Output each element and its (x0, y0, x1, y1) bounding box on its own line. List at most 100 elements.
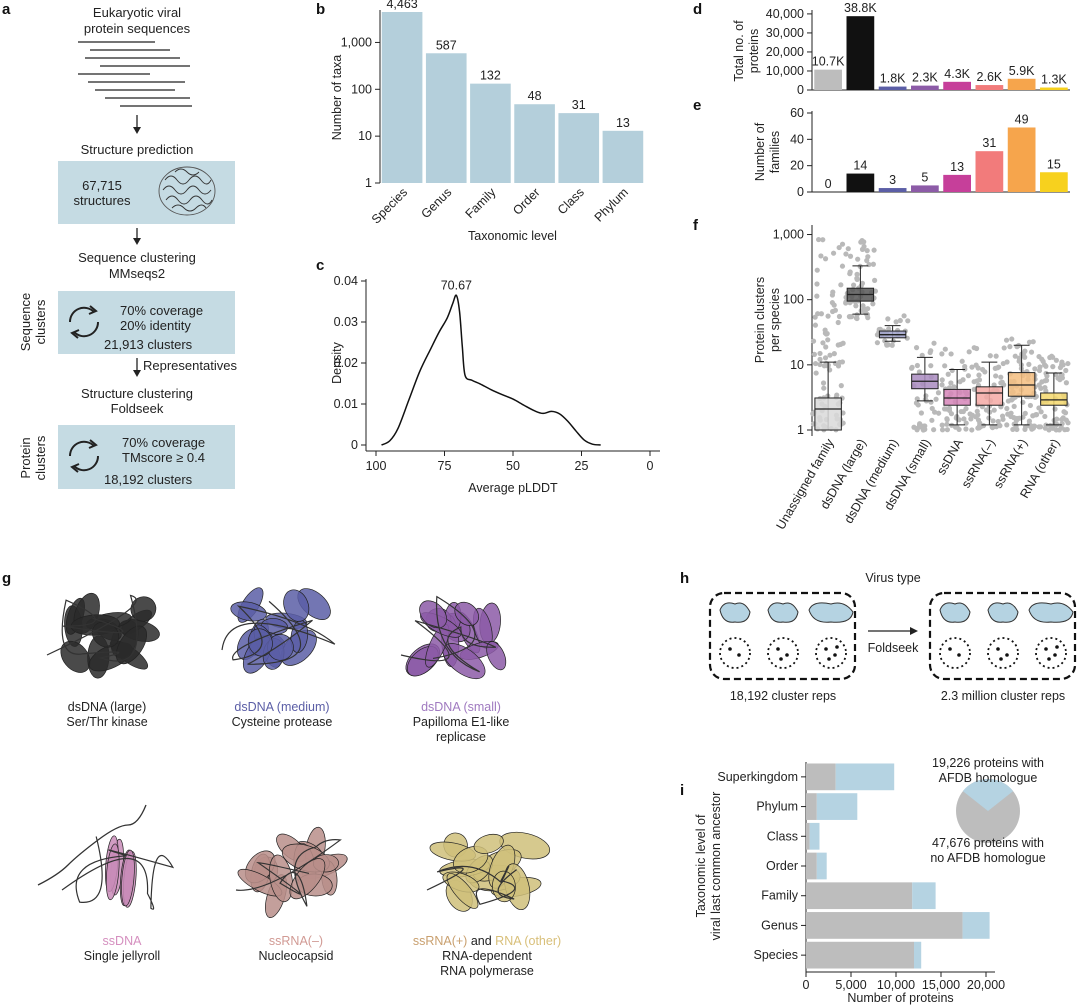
f-point (845, 246, 851, 252)
e-bar-label: 13 (950, 160, 964, 174)
f-point (944, 427, 951, 433)
panel-label-f: f (693, 217, 699, 234)
cluster-dot-icon (833, 653, 837, 657)
f-point (829, 292, 836, 298)
i-pie-label-top-2: AFDB homologue (939, 771, 1038, 785)
e-bar-label: 15 (1047, 157, 1061, 171)
i-bar-no-homologue (806, 822, 810, 850)
h-cluster-icons (719, 602, 1074, 669)
f-point (820, 380, 827, 386)
f-point (840, 340, 846, 346)
f-point (861, 239, 867, 245)
e-bar (943, 174, 971, 192)
e-bar (846, 173, 875, 192)
f-point (1056, 375, 1062, 381)
g-caption-1-type: dsDNA (large) (68, 700, 147, 714)
panel-b-taxa-chart: 1 10 100 1,000 Number of taxa 4,463 Species 587… (330, 0, 644, 243)
cluster-dot-icon (728, 647, 732, 651)
f-point (982, 369, 988, 375)
protein-structure-icon (61, 835, 175, 910)
f-point (836, 244, 842, 251)
f-point (851, 282, 857, 288)
f-point (939, 377, 945, 383)
h-right-caption: 2.3 million cluster reps (941, 689, 1065, 703)
i-y-tick-label: Phylum (756, 800, 798, 814)
f-point (913, 345, 920, 351)
b-bar (381, 12, 423, 183)
cycle-arrows-icon (68, 305, 100, 339)
c-y-tick-label: 0 (351, 438, 358, 452)
i-bar-homologue (835, 763, 895, 791)
d-bar (814, 69, 842, 90)
f-point (959, 358, 965, 364)
a-box3-tmscore: TMscore ≥ 0.4 (122, 450, 205, 465)
cluster-circle-icon (815, 637, 847, 669)
f-point (992, 365, 998, 372)
f-point (865, 254, 871, 260)
b-x-tick-label: Order (510, 185, 542, 217)
g-caption-2-type: dsDNA (medium) (234, 700, 329, 714)
g-caption-2-protein: Cysteine protease (232, 715, 333, 729)
c-x-tick-label: 25 (575, 459, 589, 473)
c-x-axis-label: Average pLDDT (468, 481, 558, 495)
a-step2-line1: Sequence clustering (78, 250, 196, 265)
b-x-tick-label: Genus (418, 185, 454, 221)
f-y-tick-label: 1,000 (773, 228, 804, 242)
i-y-tick-label: Genus (761, 918, 798, 932)
e-bar-label: 49 (1015, 112, 1029, 126)
f-point (918, 410, 924, 416)
f-point (830, 250, 837, 256)
f-point (987, 353, 993, 359)
f-point (939, 382, 945, 388)
f-point (889, 342, 895, 348)
f-y-tick-label: 10 (790, 358, 804, 372)
f-point (1016, 415, 1022, 421)
f-point (1011, 421, 1017, 427)
f-point (928, 399, 934, 405)
f-point (817, 361, 823, 368)
cluster-dot-icon (957, 653, 961, 657)
f-point (1022, 426, 1028, 432)
h-left-group (708, 591, 857, 681)
f-point (831, 351, 837, 357)
f-point (821, 363, 827, 369)
f-point (824, 331, 830, 337)
f-point (810, 338, 817, 344)
a-title-line1: Eukaryotic viral (93, 5, 181, 20)
f-point (1059, 375, 1065, 381)
f-box (975, 386, 1004, 406)
a-side-label-protein: Protein (18, 437, 33, 478)
a-side-label-sequence: Sequence (18, 293, 33, 352)
e-bar (911, 185, 939, 192)
f-box (814, 397, 842, 431)
f-point (1042, 413, 1048, 420)
e-bar-label: 14 (853, 159, 867, 173)
f-point (942, 363, 948, 369)
c-peak-label: 70.67 (441, 278, 472, 292)
c-y-tick-label: 0.03 (334, 315, 358, 329)
d-y-tick-label: 0 (797, 83, 804, 97)
g-caption-3-protein: Papilloma E1-like (413, 715, 510, 729)
a-title-line2: protein sequences (84, 21, 191, 36)
f-point (839, 241, 846, 247)
f-point (1057, 364, 1064, 371)
f-point (839, 359, 846, 365)
sequence-lines-icon (78, 41, 192, 107)
i-pie-label-top-1: 19,226 proteins with (932, 756, 1044, 770)
f-point (1063, 367, 1069, 374)
f-point (817, 356, 823, 362)
b-bar-label: 587 (436, 38, 457, 52)
b-bar (558, 113, 600, 183)
f-point (951, 384, 957, 390)
d-y-tick-label: 10,000 (766, 64, 804, 78)
b-y-axis-label: Number of taxa (330, 55, 344, 141)
f-point (944, 421, 950, 427)
f-point (1030, 413, 1036, 419)
i-x-tick-label: 10,000 (877, 978, 915, 992)
f-point (1004, 422, 1010, 428)
i-bar-homologue (914, 941, 922, 969)
f-point (939, 351, 945, 357)
h-left-caption: 18,192 cluster reps (730, 689, 836, 703)
e-y-tick-label: 0 (797, 185, 804, 199)
d-y-tick-label: 40,000 (766, 7, 804, 21)
